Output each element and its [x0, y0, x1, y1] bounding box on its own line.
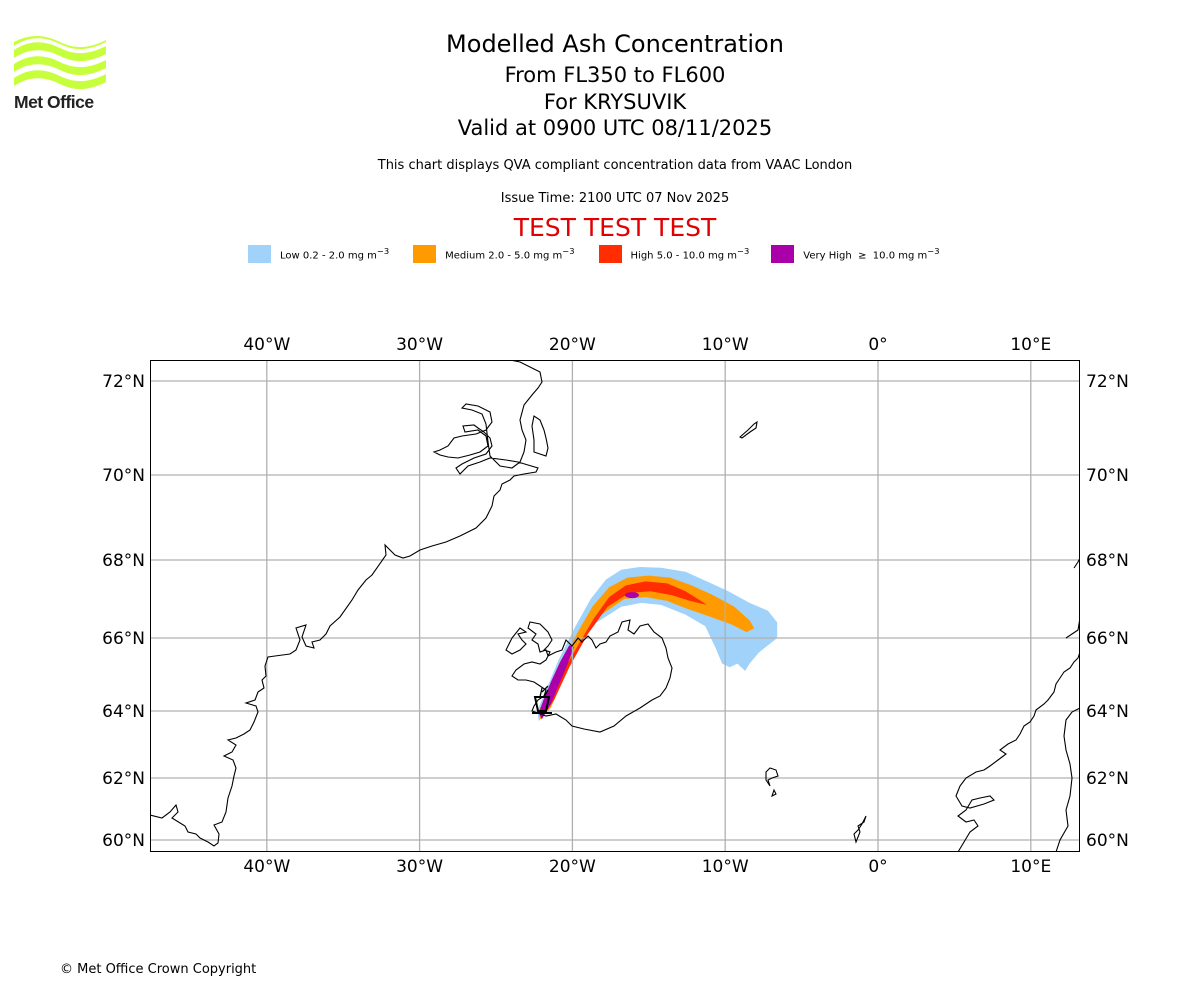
legend-label-high: High 5.0 - 10.0 mg m−3 [630, 246, 750, 262]
legend-item-high: High 5.0 - 10.0 mg m−3 [598, 245, 750, 263]
legend-label-medium: Medium 2.0 - 5.0 mg m−3 [445, 246, 575, 262]
coastline-faroe [765, 767, 779, 798]
issue-time: Issue Time: 2100 UTC 07 Nov 2025 [500, 191, 730, 206]
coastline-shetland [853, 815, 867, 844]
flight-levels: From FL350 to FL600 [504, 63, 726, 87]
lon-tick-label-bottom: 10°W [702, 857, 749, 877]
lat-tick-label-left: 66°N [102, 629, 145, 649]
ash-area-medium [538, 575, 755, 720]
lon-tick-label-top: 10°W [702, 335, 749, 355]
coastline-norway-north [1065, 557, 1080, 639]
graticule [150, 360, 1080, 852]
legend-item-low: Low 0.2 - 2.0 mg m−3 [248, 245, 389, 263]
volcano-plume-icon [539, 685, 549, 698]
ash-spot-very-high [624, 592, 639, 599]
copyright: © Met Office Crown Copyright [60, 962, 257, 977]
ash-area-high [540, 581, 707, 718]
legend-swatch-high [598, 245, 622, 263]
lon-tick-label-bottom: 30°W [396, 857, 443, 877]
lat-tick-label-right: 68°N [1086, 551, 1129, 571]
lat-tick-label-left: 70°N [102, 466, 145, 486]
coastline-greenland [150, 360, 543, 847]
lon-tick-label-top: 10°E [1010, 335, 1051, 355]
coastline-norway [955, 651, 1080, 852]
lon-tick-label-top: 30°W [396, 335, 443, 355]
lat-tick-label-left: 60°N [102, 831, 145, 851]
test-banner: TEST TEST TEST [513, 213, 717, 242]
lon-tick-label-bottom: 20°W [549, 857, 596, 877]
lat-tick-label-right: 64°N [1086, 702, 1129, 722]
lat-tick-label-right: 60°N [1086, 831, 1129, 851]
lon-tick-label-top: 0° [868, 335, 887, 355]
valid-time: Valid at 0900 UTC 08/11/2025 [457, 116, 773, 140]
coastlines [150, 360, 1080, 852]
legend-item-very-high: Very High ≥ 10.0 mg m−3 [771, 245, 940, 263]
lat-tick-label-right: 72°N [1086, 372, 1129, 392]
ash-area-very-high [538, 645, 574, 720]
lat-tick-label-left: 68°N [102, 551, 145, 571]
lat-tick-label-left: 72°N [102, 372, 145, 392]
coastline-jan-mayen [739, 420, 758, 439]
coastline-sweden [1055, 707, 1080, 852]
legend-label-low: Low 0.2 - 2.0 mg m−3 [280, 246, 390, 262]
legend-item-medium: Medium 2.0 - 5.0 mg m−3 [413, 245, 575, 263]
lon-tick-label-top: 40°W [243, 335, 290, 355]
plot-frame [150, 360, 1080, 852]
axis-tick-labels: 40°W 40°W 30°W 30°W 20°W 20°W 10°W 10°W 0° 0° 10°E… [102, 335, 1129, 877]
lat-tick-label-right: 70°N [1086, 466, 1129, 486]
met-office-logo-text: Met Office [14, 92, 94, 112]
chart-title: Modelled Ash Concentration [446, 30, 784, 58]
lat-tick-label-left: 62°N [102, 769, 145, 789]
lat-tick-label-right: 66°N [1086, 629, 1129, 649]
volcano-marker [532, 685, 552, 714]
lat-tick-label-right: 62°N [1086, 769, 1129, 789]
lon-tick-label-bottom: 40°W [243, 857, 290, 877]
legend-label-very-high: Very High ≥ 10.0 mg m−3 [803, 246, 940, 262]
met-office-logo-icon [14, 36, 106, 90]
description: This chart displays QVA compliant concen… [377, 158, 853, 173]
legend-swatch-medium [413, 245, 437, 263]
legend-swatch-very-high [771, 245, 795, 263]
legend: Low 0.2 - 2.0 mg m−3 Medium 2.0 - 5.0 mg… [248, 244, 940, 264]
volcano-name: For KRYSUVIK [543, 90, 687, 114]
lat-tick-label-left: 64°N [102, 702, 145, 722]
coastline-iceland [511, 619, 673, 733]
coastline-iceland-west [505, 627, 528, 655]
lon-tick-label-top: 20°W [549, 335, 596, 355]
legend-swatch-low [248, 245, 271, 263]
lon-tick-label-bottom: 0° [868, 857, 887, 877]
coastline-greenland-fjord [531, 415, 549, 457]
lon-tick-label-bottom: 10°E [1010, 857, 1051, 877]
